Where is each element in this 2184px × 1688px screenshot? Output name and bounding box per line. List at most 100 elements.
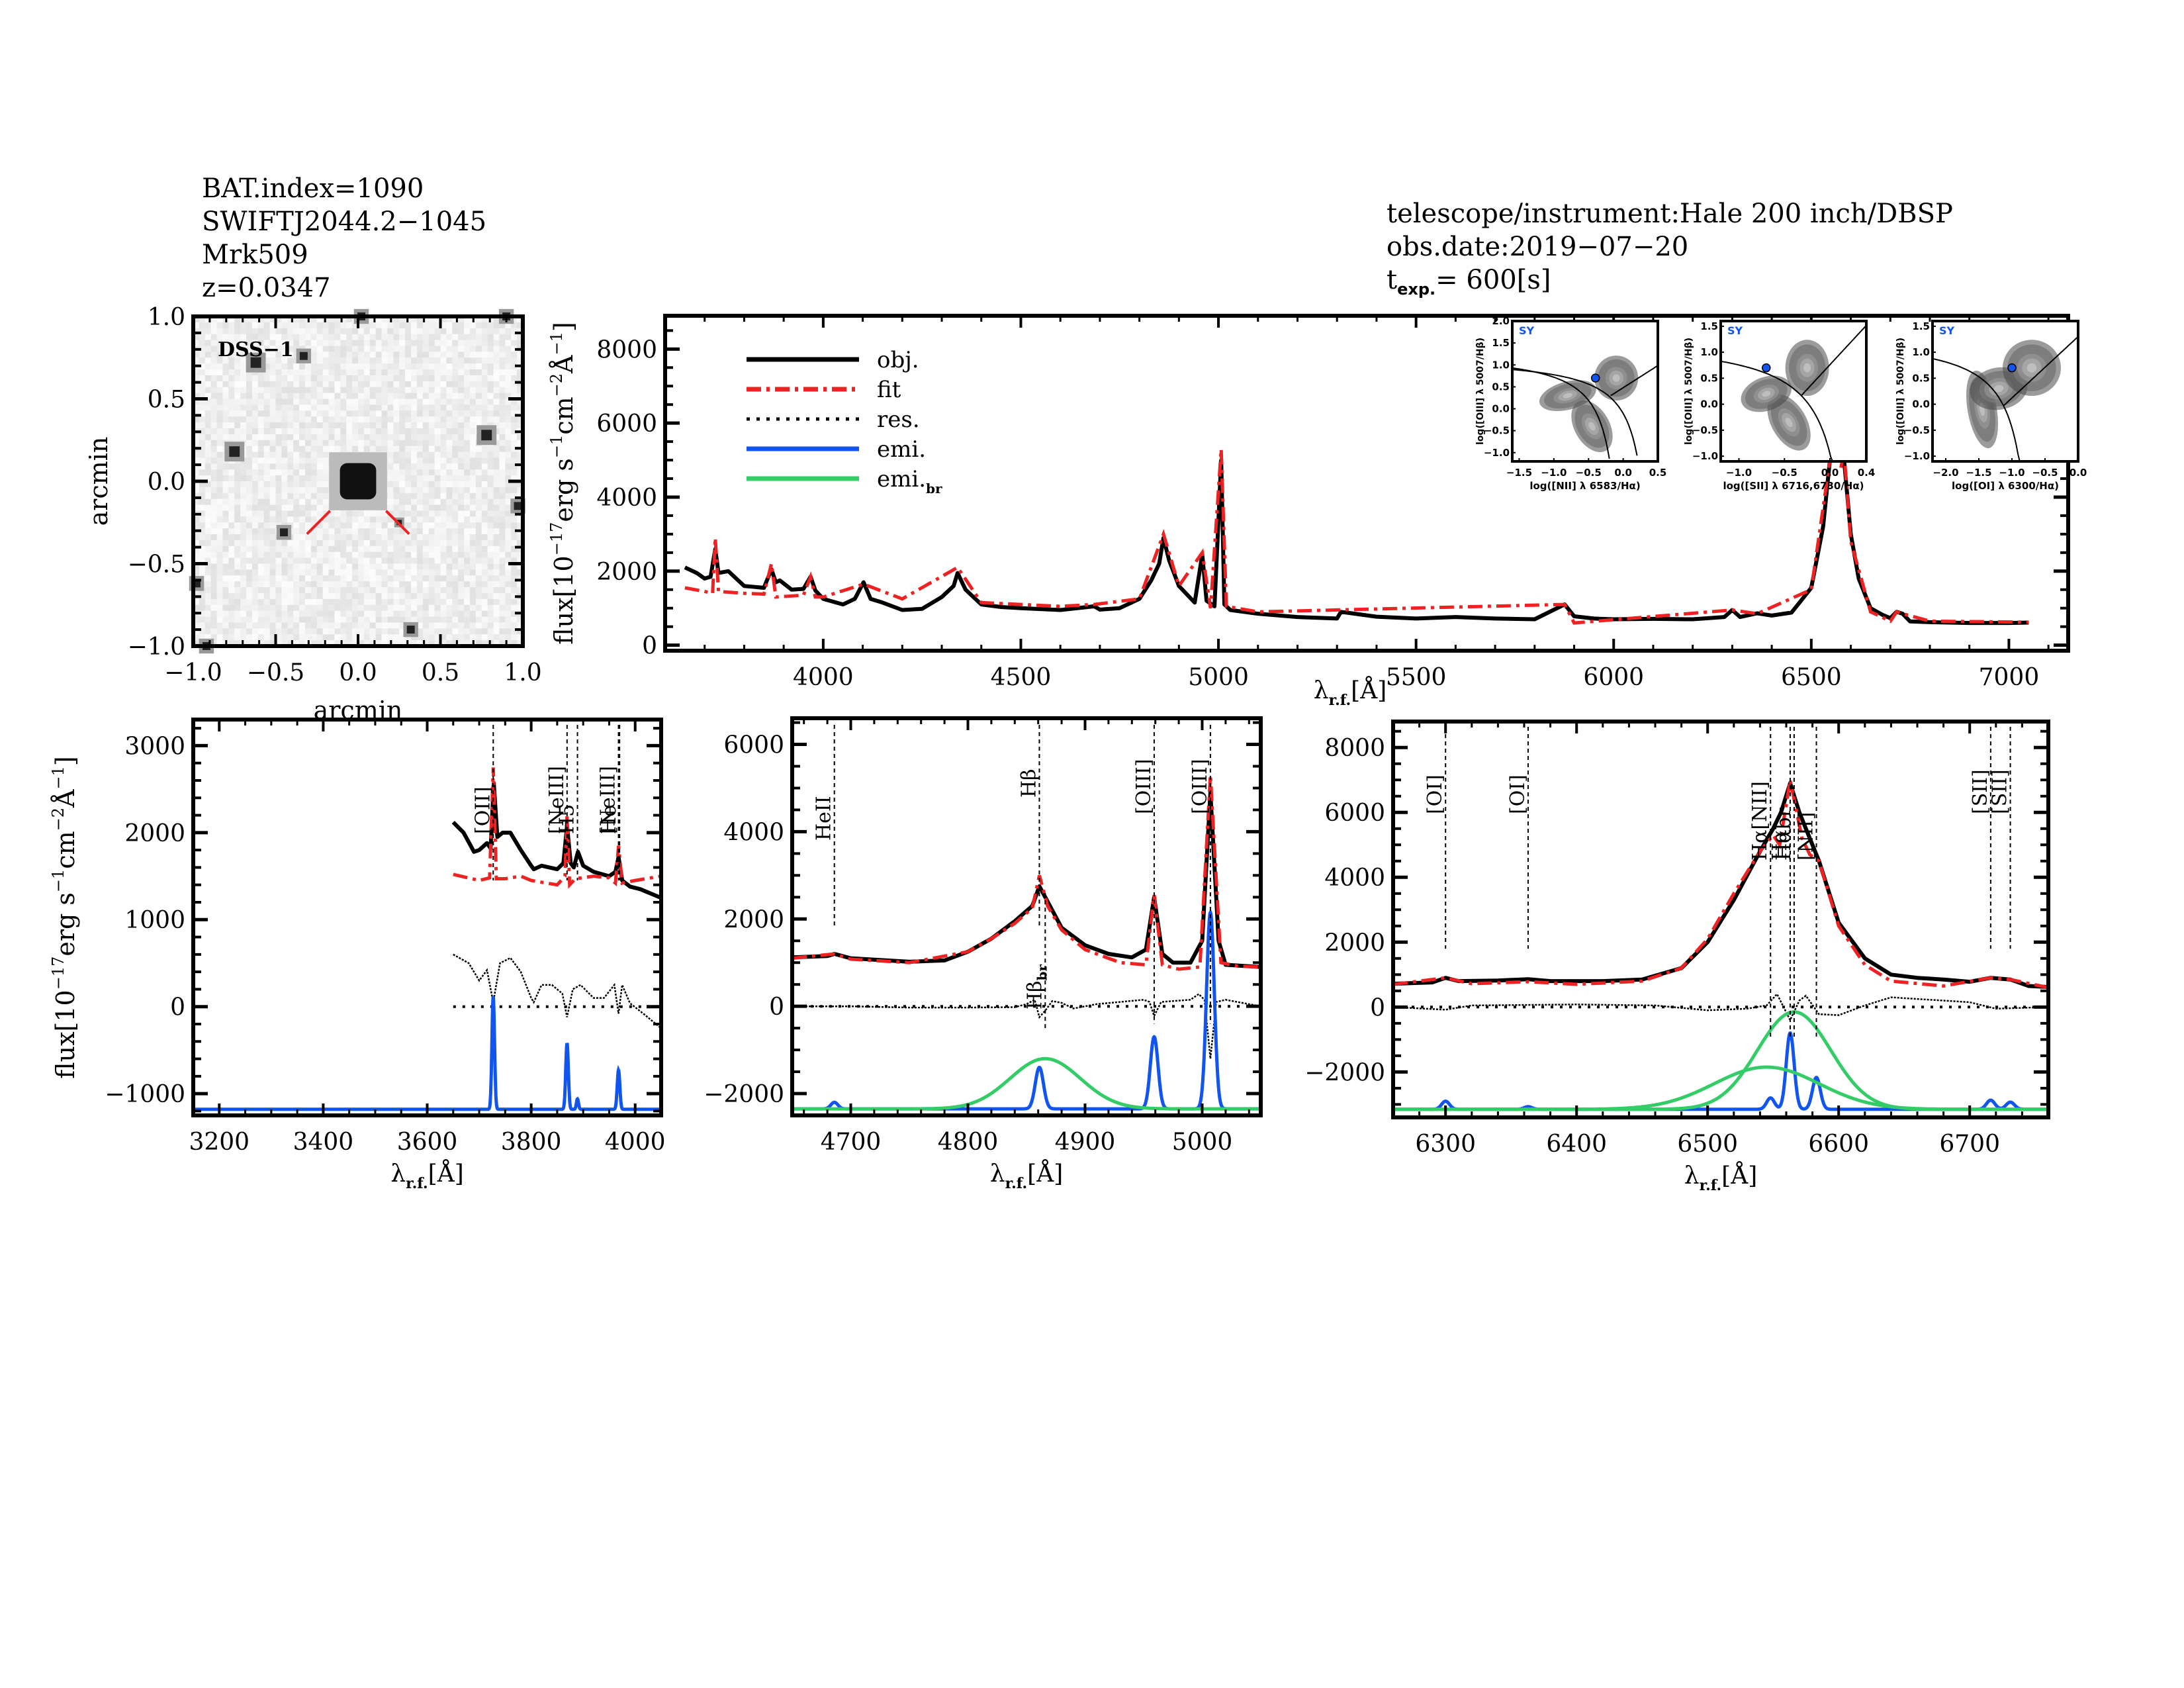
image-pixel xyxy=(375,416,383,423)
image-pixel xyxy=(452,539,459,547)
image-pixel xyxy=(434,592,441,600)
image-pixel xyxy=(381,575,388,582)
image-pixel xyxy=(399,469,406,476)
image-pixel xyxy=(310,357,318,364)
y-tick-label: 2000 xyxy=(124,820,185,847)
image-pixel xyxy=(210,457,218,464)
image-pixel xyxy=(399,440,406,447)
image-pixel xyxy=(511,399,518,405)
image-pixel xyxy=(381,416,388,423)
image-pixel xyxy=(393,504,400,511)
image-pixel xyxy=(393,528,400,535)
image-pixel xyxy=(299,516,306,523)
target-marker-right xyxy=(385,510,410,536)
image-pixel xyxy=(310,463,318,470)
demarcation-line xyxy=(1800,324,1867,397)
image-pixel xyxy=(411,634,418,641)
image-pixel xyxy=(375,369,383,376)
image-pixel xyxy=(210,492,218,500)
image-pixel xyxy=(199,622,206,629)
image-pixel xyxy=(464,334,471,341)
image-pixel xyxy=(328,440,335,447)
image-pixel xyxy=(293,404,300,411)
image-pixel xyxy=(328,369,335,376)
image-pixel xyxy=(263,375,271,382)
image-pixel xyxy=(293,539,300,547)
image-pixel xyxy=(475,346,482,352)
image-pixel xyxy=(416,610,424,618)
image-pixel xyxy=(422,498,430,506)
image-pixel xyxy=(199,563,206,570)
image-pixel xyxy=(446,463,453,470)
image-pixel xyxy=(275,416,282,423)
image-pixel xyxy=(499,340,506,346)
image-pixel xyxy=(205,387,212,394)
image-pixel xyxy=(440,587,447,594)
image-pixel xyxy=(511,510,518,517)
image-pixel xyxy=(234,346,241,352)
image-pixel xyxy=(246,528,253,535)
image-pixel xyxy=(416,451,424,458)
image-pixel xyxy=(363,393,371,399)
image-pixel xyxy=(411,422,418,429)
image-pixel xyxy=(293,563,300,570)
image-pixel xyxy=(399,569,406,576)
image-pixel xyxy=(464,416,471,423)
image-pixel xyxy=(416,369,424,376)
image-pixel xyxy=(511,481,518,488)
image-pixel xyxy=(428,369,435,376)
image-pixel xyxy=(281,545,288,553)
image-pixel xyxy=(411,487,418,494)
y-tick-label: 0.5 xyxy=(148,386,185,413)
image-pixel xyxy=(257,581,265,588)
image-pixel xyxy=(287,487,294,494)
image-pixel xyxy=(446,616,453,623)
image-pixel xyxy=(222,416,229,423)
inset-y-label: log([OIII] λ 5007/Hβ) xyxy=(1684,338,1694,445)
image-pixel xyxy=(205,352,212,358)
image-pixel xyxy=(487,399,494,405)
image-pixel xyxy=(240,416,247,423)
texp-sub: exp. xyxy=(1397,280,1436,299)
image-pixel xyxy=(346,604,353,612)
image-pixel xyxy=(469,357,477,364)
inset-y-tick: −0.5 xyxy=(1904,424,1930,436)
image-pixel xyxy=(310,575,318,582)
image-pixel xyxy=(346,510,353,517)
image-pixel xyxy=(287,616,294,623)
image-pixel xyxy=(216,622,223,629)
image-pixel xyxy=(251,463,259,470)
image-pixel xyxy=(293,469,300,476)
image-pixel xyxy=(251,604,259,612)
image-pixel xyxy=(399,581,406,588)
image-pixel xyxy=(281,463,288,470)
image-pixel xyxy=(216,445,223,453)
image-pixel xyxy=(222,569,229,576)
image-pixel xyxy=(499,328,506,335)
image-pixel xyxy=(387,587,394,594)
image-pixel xyxy=(434,422,441,429)
image-pixel xyxy=(210,469,218,476)
image-pixel xyxy=(340,545,347,553)
image-pixel xyxy=(263,510,271,517)
image-pixel xyxy=(263,598,271,606)
image-pixel xyxy=(358,434,365,441)
image-pixel xyxy=(469,445,477,453)
image-pixel xyxy=(210,487,218,494)
texp-t: t xyxy=(1387,265,1398,295)
image-pixel xyxy=(275,457,282,464)
image-pixel xyxy=(481,445,488,453)
image-pixel xyxy=(322,504,330,511)
image-pixel xyxy=(269,628,276,635)
image-pixel xyxy=(369,569,377,576)
image-pixel xyxy=(352,328,359,335)
image-pixel xyxy=(505,463,512,470)
image-pixel xyxy=(257,528,265,535)
image-pixel xyxy=(405,357,412,364)
image-pixel xyxy=(316,375,324,382)
image-pixel xyxy=(446,399,453,405)
image-pixel xyxy=(334,387,341,394)
image-pixel xyxy=(422,440,430,447)
image-pixel xyxy=(340,581,347,588)
image-pixel xyxy=(387,346,394,352)
